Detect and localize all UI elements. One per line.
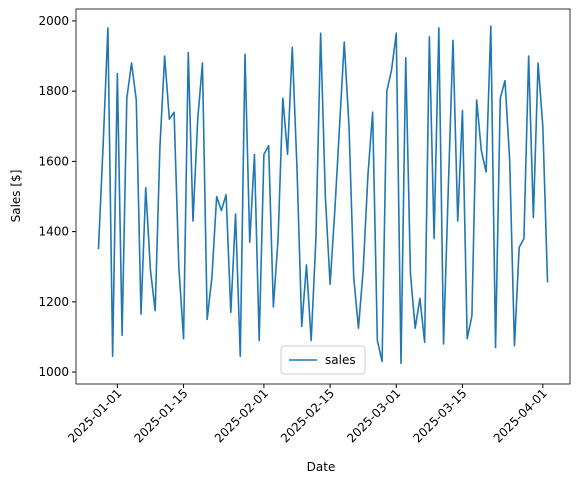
x-tick-label: 2025-04-01 xyxy=(491,386,550,445)
y-tick-label: 2000 xyxy=(38,14,69,28)
legend: sales xyxy=(280,345,366,375)
y-tick-label: 1800 xyxy=(38,84,69,98)
x-tick-label: 2025-01-15 xyxy=(131,386,190,445)
line-series xyxy=(97,25,549,365)
x-tick-label: 2025-03-15 xyxy=(410,386,469,445)
x-tick-label: 2025-01-01 xyxy=(65,386,124,445)
x-tick-label: 2025-03-01 xyxy=(344,386,403,445)
y-tick-label: 1400 xyxy=(38,225,69,239)
x-tick-label: 2025-02-01 xyxy=(212,386,271,445)
axes-frame xyxy=(75,8,571,385)
legend-label: sales xyxy=(325,353,356,367)
legend-box xyxy=(280,345,366,375)
y-axis-label: Sales [$] xyxy=(9,170,23,223)
y-tick-label: 1000 xyxy=(38,365,69,379)
y-tick-label: 1600 xyxy=(38,154,69,168)
y-tick-label: 1200 xyxy=(38,295,69,309)
x-axis-label: Date xyxy=(307,460,336,474)
x-tick-label: 2025-02-15 xyxy=(278,386,337,445)
